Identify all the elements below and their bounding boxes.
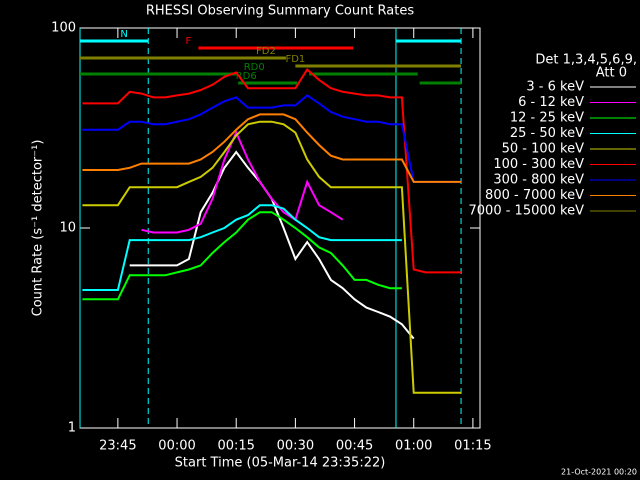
legend-label: 100 - 300 keV bbox=[493, 157, 584, 172]
y-tick-label: 10 bbox=[59, 221, 76, 236]
legend-label: 300 - 800 keV bbox=[493, 173, 584, 188]
flag-label: F bbox=[185, 36, 191, 47]
legend-label: 3 - 6 keV bbox=[526, 80, 584, 95]
x-tick-label: 00:00 bbox=[158, 439, 195, 454]
legend-label: 6 - 12 keV bbox=[518, 95, 584, 110]
footer: 21-Oct-2021 00:20 bbox=[561, 468, 637, 477]
x-tick-label: 01:00 bbox=[395, 439, 432, 454]
flag-label: FD1 bbox=[285, 54, 305, 65]
y-tick-label: 100 bbox=[51, 21, 76, 36]
flag-label: RD6 bbox=[236, 71, 257, 82]
x-tick-label: 00:15 bbox=[217, 439, 254, 454]
flag-label: FD2 bbox=[256, 46, 276, 57]
legend-label: 800 - 7000 keV bbox=[485, 188, 584, 203]
legend-label: 25 - 50 keV bbox=[510, 126, 584, 141]
series-line bbox=[141, 130, 344, 234]
legend-label: 12 - 25 keV bbox=[510, 111, 584, 126]
legend-header: Att 0 bbox=[596, 66, 627, 81]
series-line bbox=[82, 204, 402, 291]
x-tick-label: 00:45 bbox=[336, 439, 373, 454]
x-tick-label: 23:45 bbox=[99, 439, 136, 454]
flag-label: N bbox=[120, 29, 127, 40]
series-line bbox=[82, 211, 402, 301]
x-tick-label: 01:15 bbox=[454, 439, 491, 454]
legend-label: 7000 - 15000 keV bbox=[469, 204, 585, 219]
series-line bbox=[82, 120, 462, 394]
x-axis-label: Start Time (05-Mar-14 23:35:22) bbox=[175, 456, 386, 471]
y-tick-label: 1 bbox=[68, 421, 76, 436]
series-line bbox=[82, 67, 462, 274]
series-line bbox=[82, 113, 462, 183]
x-tick-label: 00:30 bbox=[277, 439, 314, 454]
flag-label: RD0 bbox=[244, 62, 265, 73]
series-line bbox=[82, 94, 462, 183]
chart-title: RHESSI Observing Summary Count Rates bbox=[146, 4, 415, 19]
legend-label: 50 - 100 keV bbox=[502, 142, 585, 157]
legend-header: Det 1,3,4,5,6,9, bbox=[535, 53, 637, 68]
y-axis-label: Count Rate (s⁻¹ detector⁻¹) bbox=[31, 140, 46, 317]
series-line bbox=[129, 150, 415, 340]
